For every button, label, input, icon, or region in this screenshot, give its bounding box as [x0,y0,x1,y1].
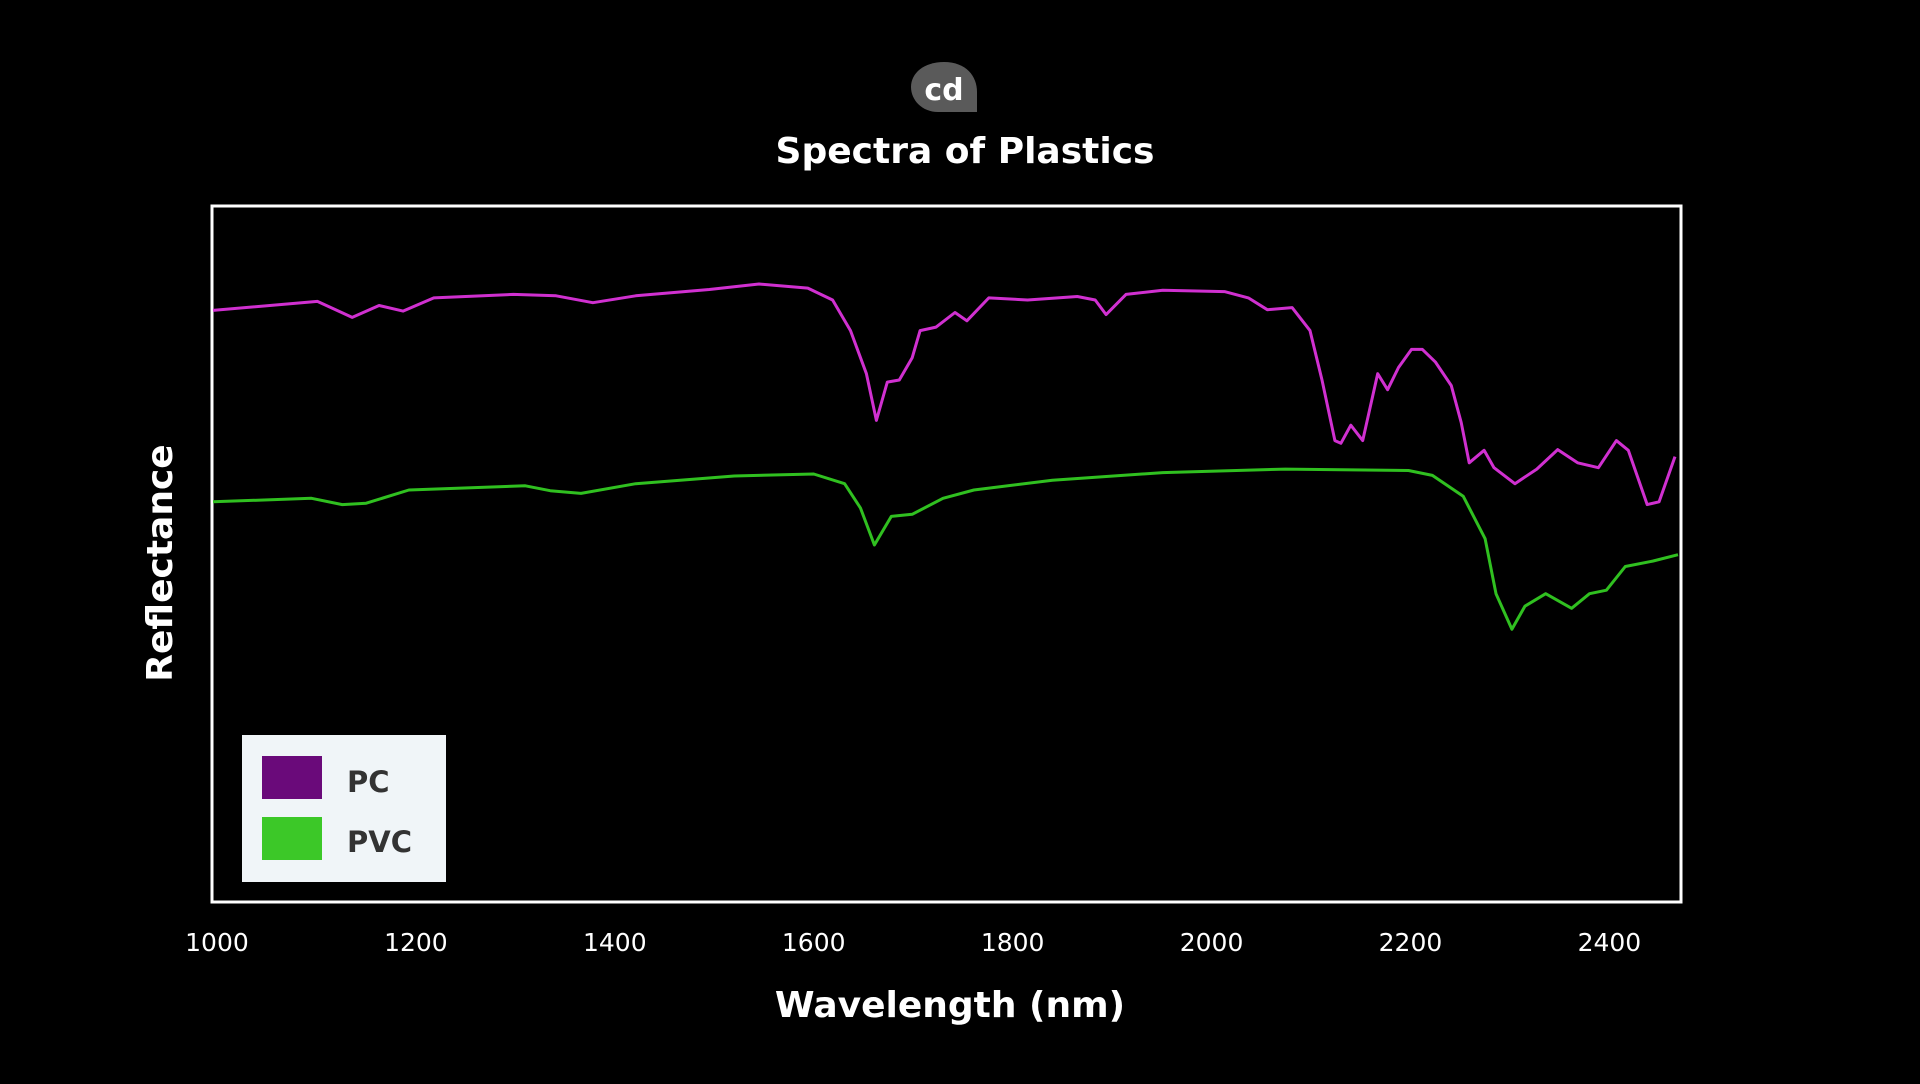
series-line-pvc [212,467,1679,631]
legend-swatch-pvc [262,817,322,860]
logo-glyph: cd [924,73,963,108]
x-tick-label: 2400 [1578,928,1642,957]
series-line-pc [212,282,1677,507]
plot-frame [210,204,1683,904]
cd-logo-icon [911,62,977,112]
x-tick-label: 1600 [782,928,846,957]
legend: PC PVC [242,735,446,882]
legend-swatch-pc [262,756,322,799]
y-axis-label: Reflectance [140,444,181,681]
x-tick-label: 1200 [384,928,448,957]
x-tick-label: 1800 [981,928,1045,957]
chart-title: Spectra of Plastics [776,131,1155,172]
x-tick-label: 1400 [583,928,647,957]
logo: cd [911,62,977,112]
legend-label-pvc: PVC [347,825,412,859]
x-tick-label: 2200 [1379,928,1443,957]
x-axis-label: Wavelength (nm) [775,985,1125,1026]
x-tick-label: 1000 [185,928,249,957]
x-tick-label: 2000 [1180,928,1244,957]
legend-label-pc: PC [347,765,390,799]
